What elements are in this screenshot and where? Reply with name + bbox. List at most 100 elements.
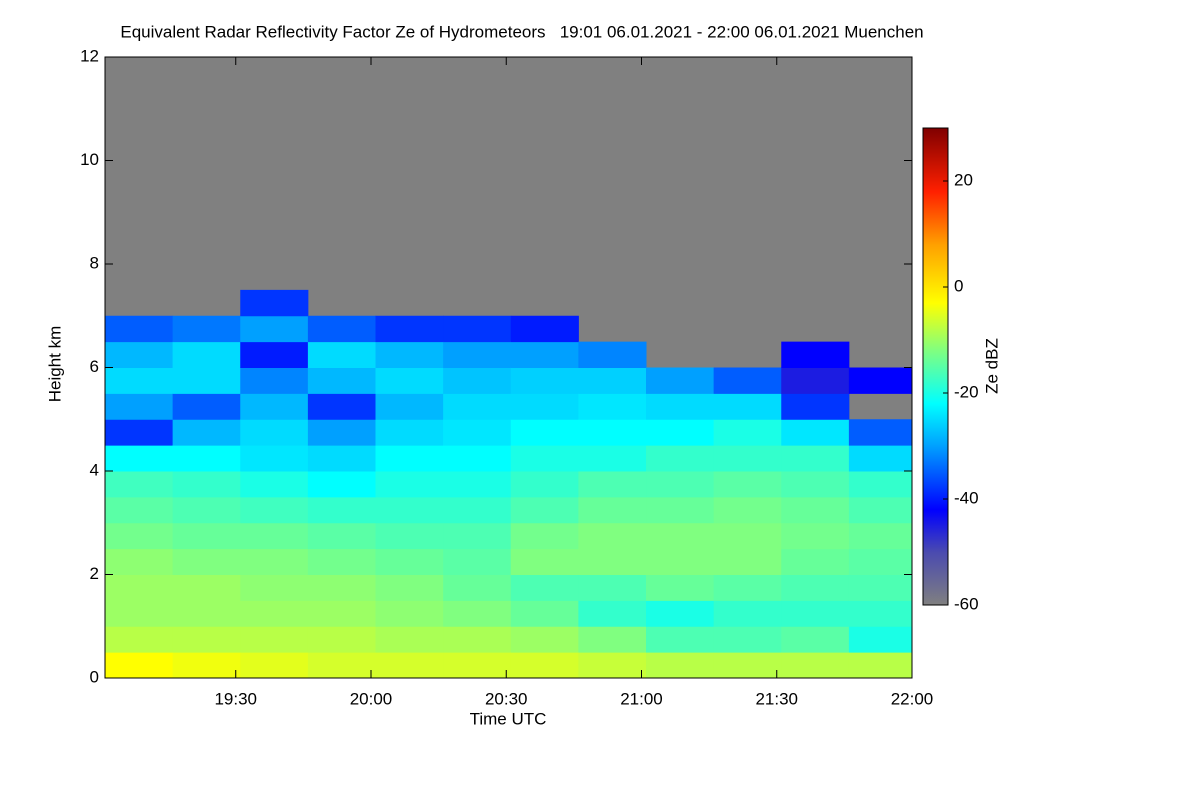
heatmap-cell — [713, 445, 782, 472]
heatmap-cell — [172, 315, 241, 343]
heatmap-cell — [578, 445, 647, 472]
heatmap-cell — [646, 367, 715, 394]
heatmap-cell — [646, 471, 715, 498]
heatmap-cell — [307, 315, 377, 343]
y-tick-label: 8 — [90, 253, 99, 272]
heatmap-cell — [443, 341, 512, 368]
heatmap-cell — [307, 548, 377, 575]
heatmap-cell — [172, 367, 241, 394]
heatmap-cell — [240, 626, 309, 653]
chart-title: Equivalent Radar Reflectivity Factor Ze … — [120, 22, 923, 41]
heatmap-cell — [443, 522, 512, 550]
heatmap-cell — [443, 548, 512, 575]
colorbar-tick-label: 20 — [954, 170, 973, 189]
heatmap-cell — [781, 341, 850, 368]
heatmap-cell — [172, 548, 241, 575]
heatmap-cell — [578, 522, 647, 550]
heatmap-cell — [105, 522, 174, 550]
heatmap-cell — [443, 600, 512, 627]
x-tick-label: 20:00 — [350, 689, 393, 708]
heatmap-cell — [375, 393, 444, 420]
heatmap-cell — [510, 367, 579, 394]
heatmap-cell — [713, 367, 782, 394]
heatmap-cell — [172, 341, 241, 368]
heatmap-cell — [375, 315, 444, 343]
heatmap-cell — [375, 471, 444, 498]
heatmap-cell — [240, 652, 309, 679]
heatmap-cell — [510, 652, 579, 679]
x-tick-label: 19:30 — [214, 689, 257, 708]
heatmap-cell — [105, 341, 174, 368]
heatmap-cell — [578, 496, 647, 524]
heatmap-cell — [848, 626, 913, 653]
heatmap-cell — [646, 496, 715, 524]
heatmap-cell — [240, 315, 309, 343]
heatmap-cell — [713, 471, 782, 498]
heatmap-cell — [510, 496, 579, 524]
heatmap-cell — [510, 471, 579, 498]
heatmap-cell — [510, 315, 579, 343]
heatmap-cell — [443, 393, 512, 420]
heatmap-cell — [105, 548, 174, 575]
heatmap-cell — [578, 652, 647, 679]
heatmap-cell — [848, 367, 913, 394]
heatmap-cell — [375, 367, 444, 394]
heatmap-cell — [510, 419, 579, 446]
heatmap-cell — [578, 393, 647, 420]
heatmap-cell — [578, 471, 647, 498]
heatmap-cell — [443, 496, 512, 524]
heatmap-cell — [781, 626, 850, 653]
heatmap-cell — [375, 652, 444, 679]
x-tick-label: 21:00 — [620, 689, 663, 708]
heatmap-cell — [848, 574, 913, 601]
heatmap-cell — [375, 574, 444, 601]
heatmap-cell — [307, 522, 377, 550]
colorbar-label: Ze dBZ — [982, 338, 1001, 394]
heatmap-cell — [781, 367, 850, 394]
heatmap-cell — [510, 574, 579, 601]
colorbar — [922, 127, 949, 606]
heatmap-cell — [375, 445, 444, 472]
heatmap-cell — [848, 522, 913, 550]
heatmap-cell — [848, 548, 913, 575]
x-tick-label: 20:30 — [485, 689, 528, 708]
heatmap-cell — [307, 419, 377, 446]
heatmap-cell — [781, 600, 850, 627]
heatmap-cell — [172, 652, 241, 679]
heatmap-cell — [510, 393, 579, 420]
heatmap-cell — [172, 393, 241, 420]
heatmap-cell — [105, 419, 174, 446]
x-axis-label: Time UTC — [470, 709, 547, 728]
heatmap-cell — [848, 445, 913, 472]
heatmap-cell — [443, 419, 512, 446]
heatmap-cell — [713, 419, 782, 446]
heatmap-cell — [240, 341, 309, 368]
heatmap-cell — [240, 445, 309, 472]
heatmap-cell — [848, 419, 913, 446]
heatmap-cell — [443, 445, 512, 472]
heatmap-cell — [443, 315, 512, 343]
heatmap-cell — [307, 341, 377, 368]
heatmap-cell — [240, 419, 309, 446]
heatmap-cell — [713, 574, 782, 601]
heatmap-cell — [307, 626, 377, 653]
heatmap-cell — [781, 548, 850, 575]
heatmap-cell — [646, 419, 715, 446]
x-tick-label: 21:30 — [755, 689, 798, 708]
heatmap-cell — [307, 652, 377, 679]
heatmap-cell — [240, 496, 309, 524]
heatmap-cell — [172, 496, 241, 524]
heatmap-cell — [240, 522, 309, 550]
heatmap-cell — [240, 574, 309, 601]
heatmap-cell — [510, 341, 579, 368]
heatmap-cell — [646, 522, 715, 550]
heatmap-cell — [105, 367, 174, 394]
heatmap-cell — [578, 600, 647, 627]
y-tick-label: 2 — [90, 564, 99, 583]
heatmap-cell — [781, 574, 850, 601]
heatmap-cell — [443, 471, 512, 498]
heatmap-cell — [713, 496, 782, 524]
heatmap-cell — [443, 367, 512, 394]
